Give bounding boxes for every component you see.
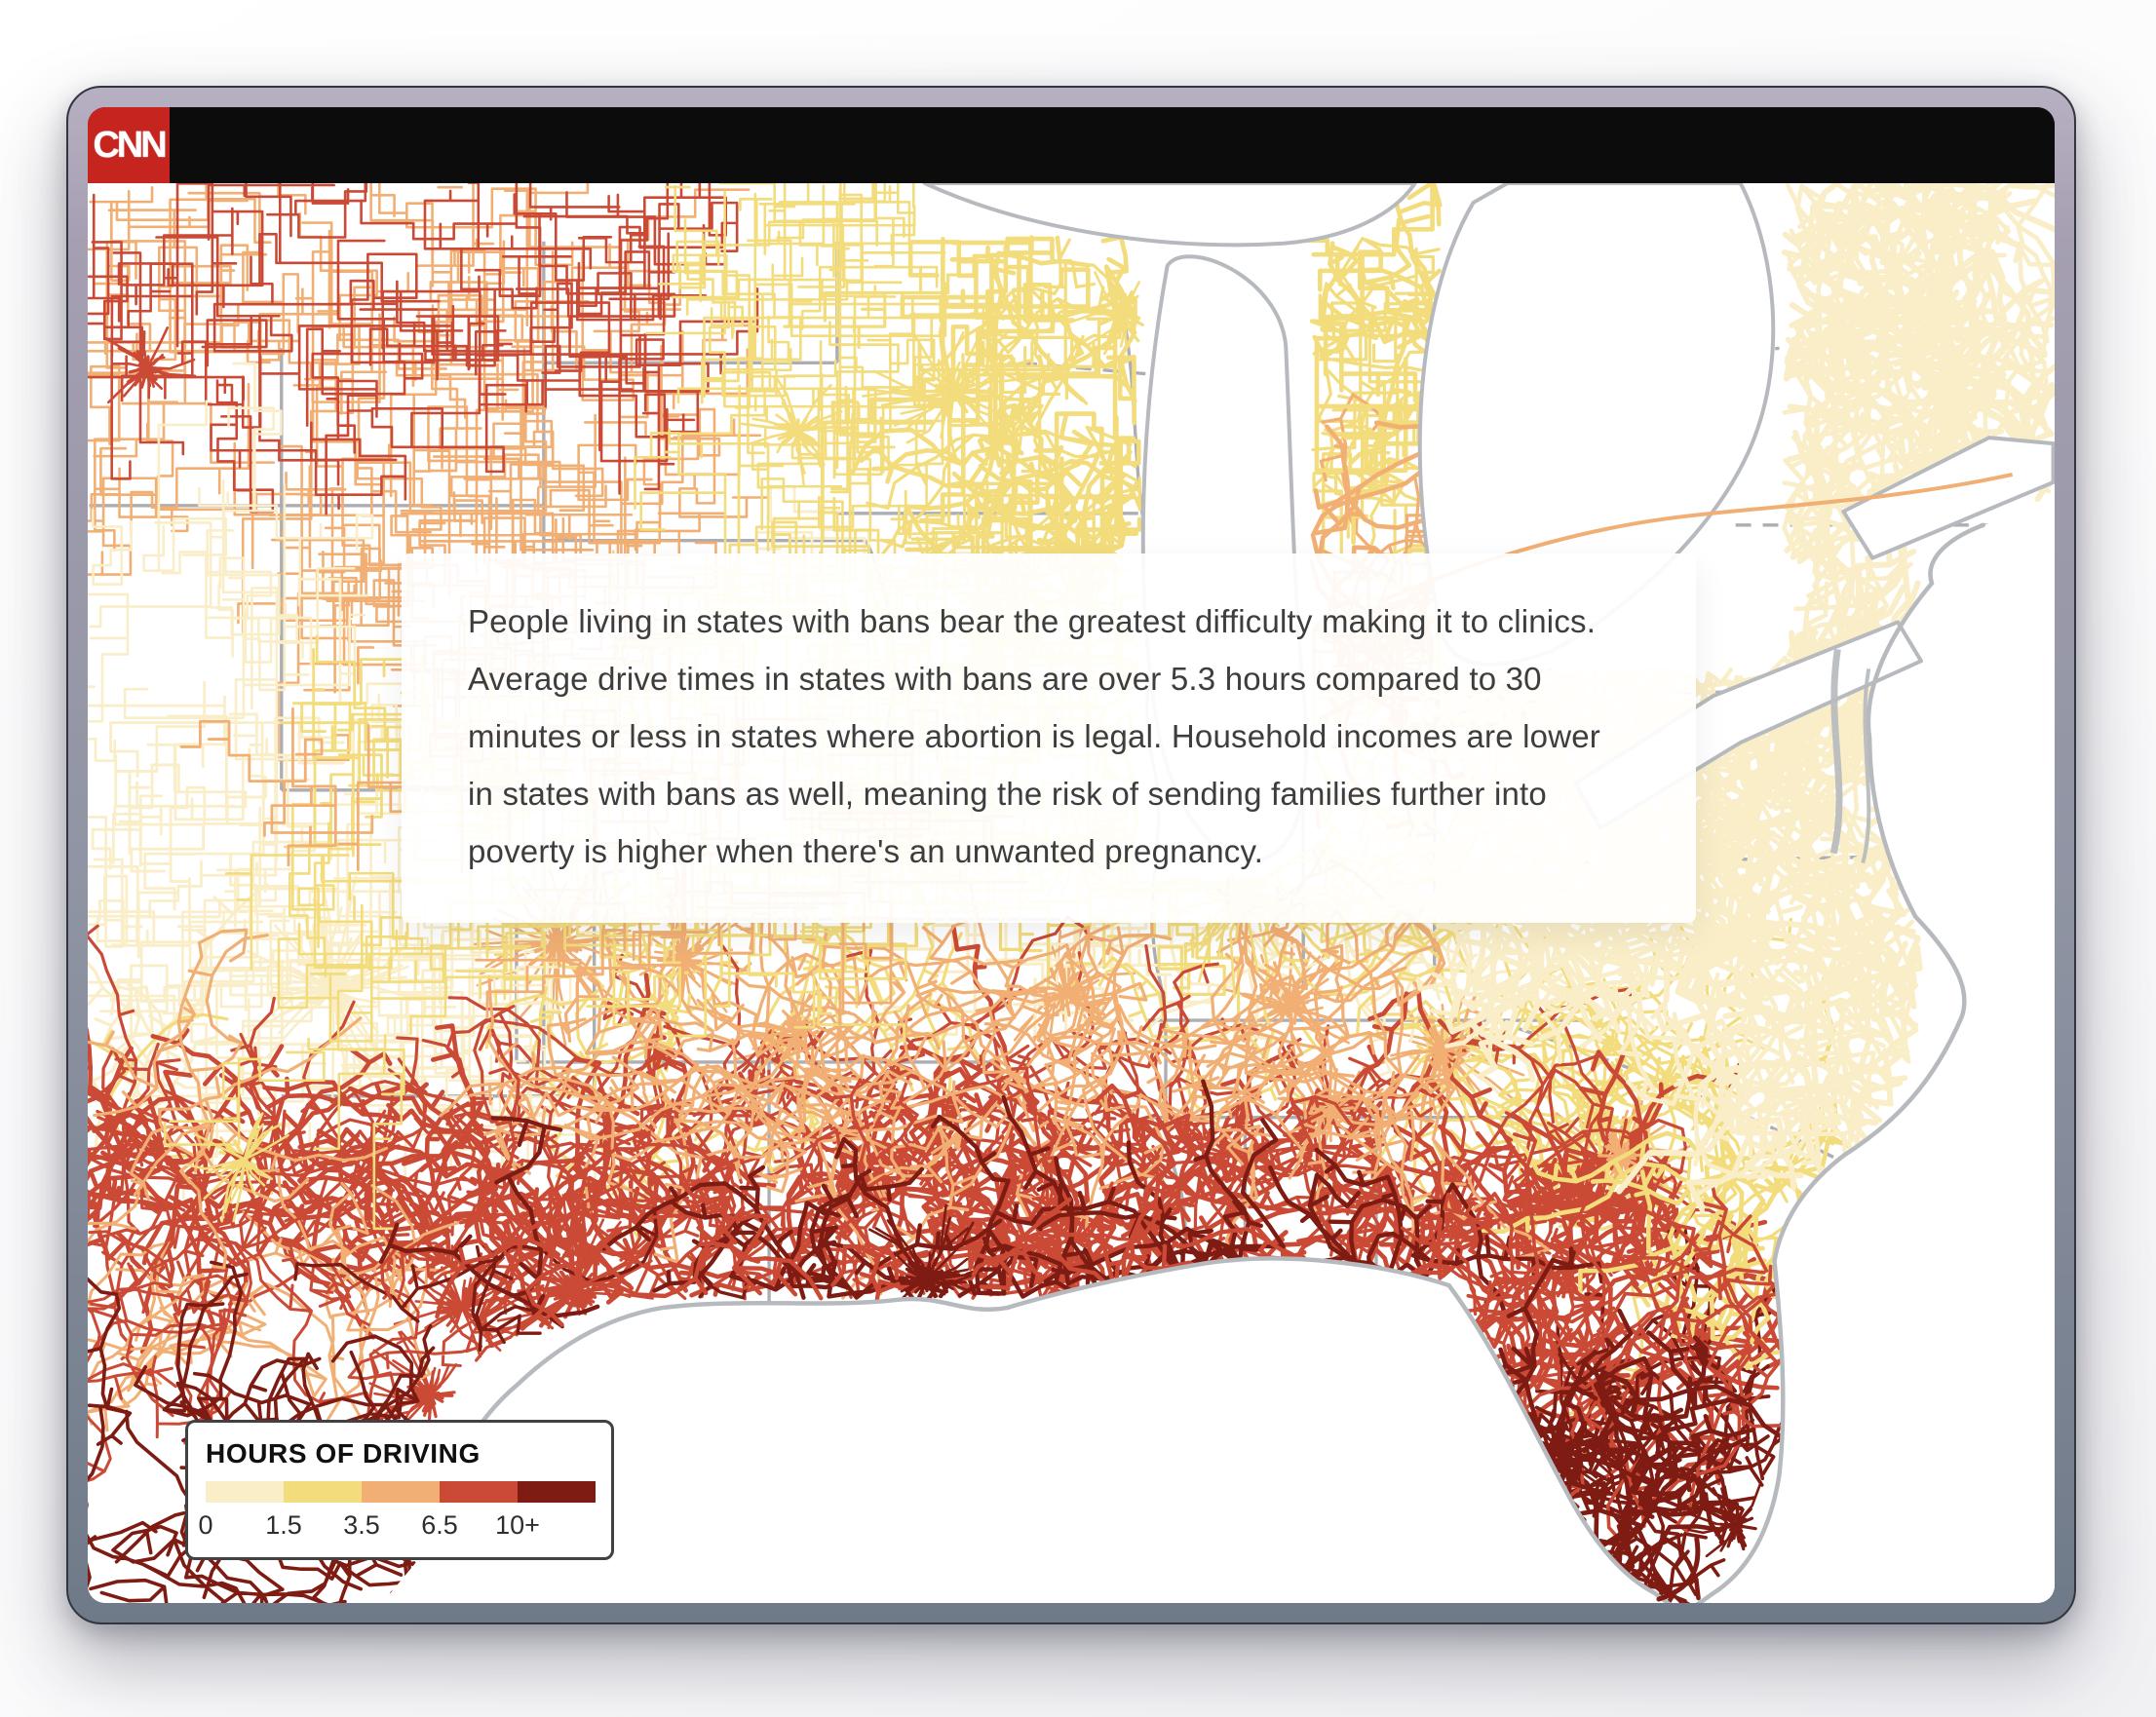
legend-swatch	[206, 1481, 284, 1503]
cnn-logo-text: CNN	[93, 124, 167, 166]
legend-tick-label: 0	[198, 1510, 213, 1540]
legend-title: HOURS OF DRIVING	[206, 1438, 481, 1469]
legend-swatch	[440, 1481, 518, 1503]
cnn-logo[interactable]: CNN	[88, 107, 170, 183]
legend-swatch	[284, 1481, 362, 1503]
browser-window: CNN People living in states with bans be…	[66, 86, 2076, 1624]
legend-tick-label: 1.5	[265, 1510, 302, 1540]
annotation-text: People living in states with bans bear t…	[468, 603, 1600, 869]
legend-tick-label: 10+	[495, 1510, 540, 1540]
page-content: CNN People living in states with bans be…	[88, 107, 2055, 1603]
legend-labels: 0 1.5 3.5 6.5 10+	[198, 1510, 596, 1545]
legend: HOURS OF DRIVING 0 1.5 3.5 6.5 10+	[185, 1420, 614, 1560]
top-bar: CNN	[88, 107, 2055, 183]
legend-swatch	[362, 1481, 440, 1503]
drive-time-map[interactable]: People living in states with bans bear t…	[88, 183, 2055, 1603]
legend-swatch	[518, 1481, 596, 1503]
legend-color-scale	[206, 1481, 596, 1503]
legend-tick-label: 6.5	[421, 1510, 458, 1540]
header-bar	[170, 107, 2055, 183]
annotation-card: People living in states with bans bear t…	[402, 553, 1696, 923]
legend-tick-label: 3.5	[343, 1510, 380, 1540]
